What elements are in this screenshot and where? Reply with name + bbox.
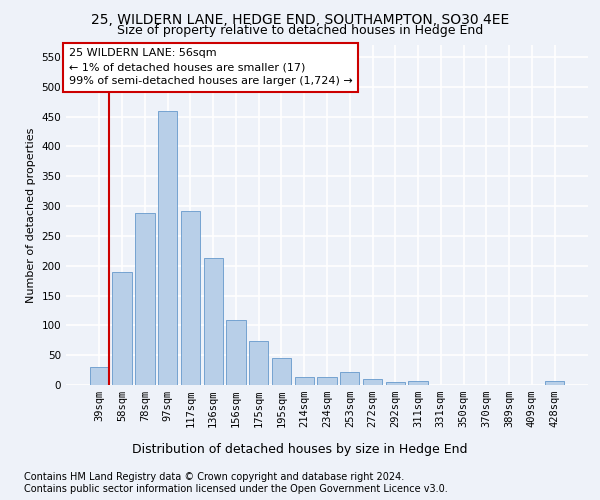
- Bar: [112, 272, 132, 385]
- Bar: [90, 367, 109, 385]
- Bar: [135, 213, 155, 385]
- Text: 25, WILDERN LANE, HEDGE END, SOUTHAMPTON, SO30 4EE: 25, WILDERN LANE, HEDGE END, SOUTHAMPTON…: [91, 12, 509, 26]
- Bar: [340, 372, 359, 385]
- Bar: [545, 382, 564, 385]
- Text: Contains HM Land Registry data © Crown copyright and database right 2024.: Contains HM Land Registry data © Crown c…: [24, 472, 404, 482]
- Bar: [181, 211, 200, 385]
- Bar: [386, 382, 405, 385]
- Text: 25 WILDERN LANE: 56sqm
← 1% of detached houses are smaller (17)
99% of semi-deta: 25 WILDERN LANE: 56sqm ← 1% of detached …: [68, 48, 352, 86]
- Bar: [203, 258, 223, 385]
- Bar: [363, 379, 382, 385]
- Text: Size of property relative to detached houses in Hedge End: Size of property relative to detached ho…: [117, 24, 483, 37]
- Bar: [249, 341, 268, 385]
- Text: Distribution of detached houses by size in Hedge End: Distribution of detached houses by size …: [132, 442, 468, 456]
- Bar: [272, 358, 291, 385]
- Bar: [158, 110, 178, 385]
- Bar: [226, 320, 245, 385]
- Y-axis label: Number of detached properties: Number of detached properties: [26, 128, 36, 302]
- Text: Contains public sector information licensed under the Open Government Licence v3: Contains public sector information licen…: [24, 484, 448, 494]
- Bar: [295, 377, 314, 385]
- Bar: [317, 377, 337, 385]
- Bar: [409, 382, 428, 385]
